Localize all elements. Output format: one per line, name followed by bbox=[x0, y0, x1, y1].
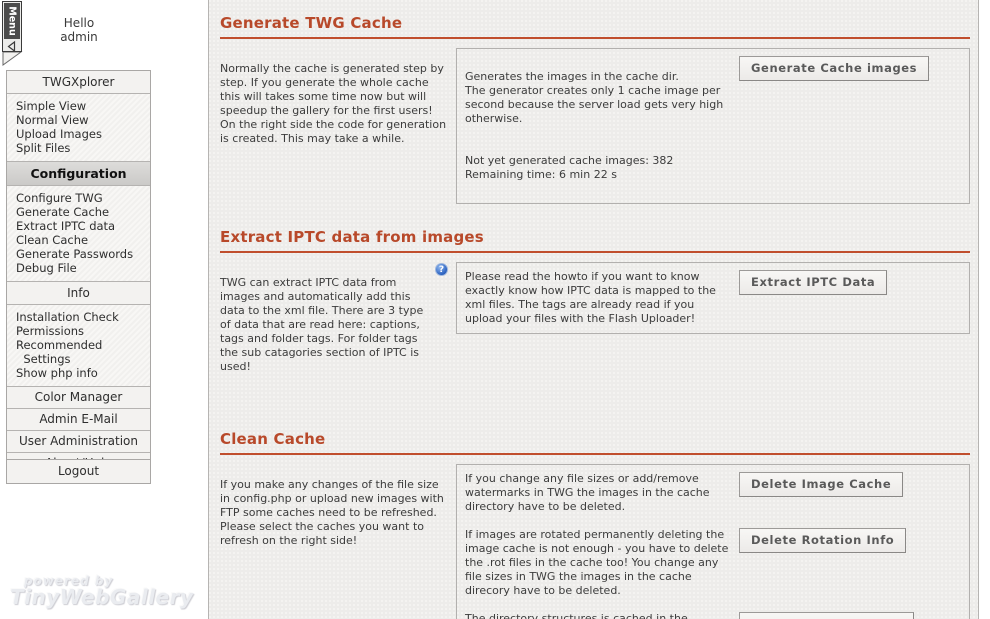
clean-cache-description: If you make any changes of the file size… bbox=[220, 478, 444, 547]
clean-cache-row-image-cache: If you change any file sizes or add/remo… bbox=[465, 472, 961, 514]
sidebar-item-recommended-settings[interactable]: Recommended Settings bbox=[16, 338, 103, 366]
section-rule bbox=[220, 453, 970, 455]
extract-iptc-panel: Please read the howto if you want to kno… bbox=[456, 262, 970, 334]
sidebar-item-color-manager[interactable]: Color Manager bbox=[7, 386, 150, 408]
greeting: Hello admin bbox=[18, 16, 140, 44]
delete-image-cache-text: If you change any file sizes or add/remo… bbox=[465, 472, 710, 513]
extract-iptc-data-button[interactable]: Extract IPTC Data bbox=[739, 270, 888, 295]
cache-images-remaining-count: Not yet generated cache images: 382 Remai… bbox=[465, 154, 674, 181]
sidebar-item-generate-cache[interactable]: Generate Cache bbox=[16, 205, 110, 219]
section-rule bbox=[220, 37, 970, 39]
generate-cache-panel: Generates the images in the cache dir. T… bbox=[456, 48, 970, 204]
sidebar-item-simple-view[interactable]: Simple View bbox=[16, 99, 87, 113]
section-title-extract-iptc: Extract IPTC data from images bbox=[220, 228, 484, 246]
sidebar-item-normal-view[interactable]: Normal View bbox=[16, 113, 89, 127]
sidebar-group-explorer: Simple View Normal View Upload Images Sp… bbox=[7, 94, 150, 161]
sidebar-header-configuration: Configuration bbox=[7, 161, 150, 186]
section-generate-twg-cache: Generate TWG Cache Normally the cache is… bbox=[220, 14, 970, 204]
sidebar-item-clean-cache[interactable]: Clean Cache bbox=[16, 233, 89, 247]
sidebar-item-upload-images[interactable]: Upload Images bbox=[16, 127, 102, 141]
sidebar-menu: TWGXplorer Simple View Normal View Uploa… bbox=[6, 70, 151, 475]
logout-box: Logout bbox=[6, 459, 151, 484]
logout-button[interactable]: Logout bbox=[7, 460, 150, 483]
logo-tinywebgallery: TinyWebGallery bbox=[10, 585, 194, 609]
main-content: Generate TWG Cache Normally the cache is… bbox=[208, 0, 979, 619]
menu-slide-tab[interactable]: Menu bbox=[0, 0, 26, 68]
delete-rotation-info-text: If images are rotated permanently deleti… bbox=[465, 528, 729, 597]
sidebar-item-user-administration[interactable]: User Administration bbox=[7, 430, 150, 452]
extract-iptc-description: TWG can extract IPTC data from images an… bbox=[220, 262, 450, 402]
logo-powered-by: powered by bbox=[24, 574, 114, 588]
delete-session-cache-text: The directory structures is cached in th… bbox=[465, 612, 688, 619]
delete-image-cache-button[interactable]: Delete Image Cache bbox=[739, 472, 904, 497]
sidebar-item-permissions[interactable]: Permissions bbox=[16, 324, 85, 338]
sidebar-item-installation-check[interactable]: Installation Check bbox=[16, 310, 119, 324]
powered-by-logo: powered by TinyWebGallery bbox=[10, 575, 194, 607]
delete-rotation-info-button[interactable]: Delete Rotation Info bbox=[739, 528, 907, 553]
sidebar-header-info: Info bbox=[7, 281, 150, 305]
delete-session-cache-button[interactable]: Delete Session Cache bbox=[739, 612, 915, 619]
sidebar-item-split-files[interactable]: Split Files bbox=[16, 141, 71, 155]
section-title-generate-cache: Generate TWG Cache bbox=[220, 14, 403, 32]
greeting-username: admin bbox=[60, 30, 98, 44]
generate-cache-info: Generates the images in the cache dir. T… bbox=[465, 70, 724, 125]
menu-tab-graphic: Menu bbox=[2, 1, 23, 66]
clean-cache-row-session-cache: The directory structures is cached in th… bbox=[465, 612, 961, 619]
section-rule bbox=[220, 251, 970, 253]
sidebar-item-debug-file[interactable]: Debug File bbox=[16, 261, 77, 275]
collapse-arrow-icon bbox=[7, 40, 16, 53]
sidebar-item-admin-email[interactable]: Admin E-Mail bbox=[7, 408, 150, 430]
sidebar-item-generate-passwords[interactable]: Generate Passwords bbox=[16, 247, 134, 261]
generate-cache-images-button[interactable]: Generate Cache images bbox=[739, 56, 930, 81]
generate-cache-panel-text: Generates the images in the cache dir. T… bbox=[465, 56, 733, 196]
clean-cache-panel: If you change any file sizes or add/remo… bbox=[456, 464, 970, 619]
sidebar-group-configuration: Configure TWG Generate Cache Extract IPT… bbox=[7, 186, 150, 281]
greeting-hello: Hello bbox=[63, 16, 95, 30]
section-extract-iptc: Extract IPTC data from images TWG can ex… bbox=[220, 228, 970, 402]
sidebar-group-info: Installation Check Permissions Recommend… bbox=[7, 305, 150, 386]
help-icon[interactable]: ? bbox=[435, 263, 448, 276]
section-clean-cache: Clean Cache If you make any changes of t… bbox=[220, 430, 970, 619]
sidebar-header-twgxplorer: TWGXplorer bbox=[7, 71, 150, 94]
cache-remaining-time: Remaining time: 6 min 22 s bbox=[465, 168, 617, 181]
sidebar-item-extract-iptc-data[interactable]: Extract IPTC data bbox=[16, 219, 116, 233]
extract-iptc-panel-text: Please read the howto if you want to kno… bbox=[465, 270, 716, 325]
section-title-clean-cache: Clean Cache bbox=[220, 430, 326, 448]
sidebar-item-configure-twg[interactable]: Configure TWG bbox=[16, 191, 103, 205]
sidebar-item-show-php-info[interactable]: Show php info bbox=[16, 366, 98, 380]
clean-cache-row-rotation-info: If images are rotated permanently deleti… bbox=[465, 528, 961, 598]
generate-cache-description: Normally the cache is generated step by … bbox=[220, 62, 447, 145]
menu-tab-label: Menu bbox=[7, 6, 18, 35]
